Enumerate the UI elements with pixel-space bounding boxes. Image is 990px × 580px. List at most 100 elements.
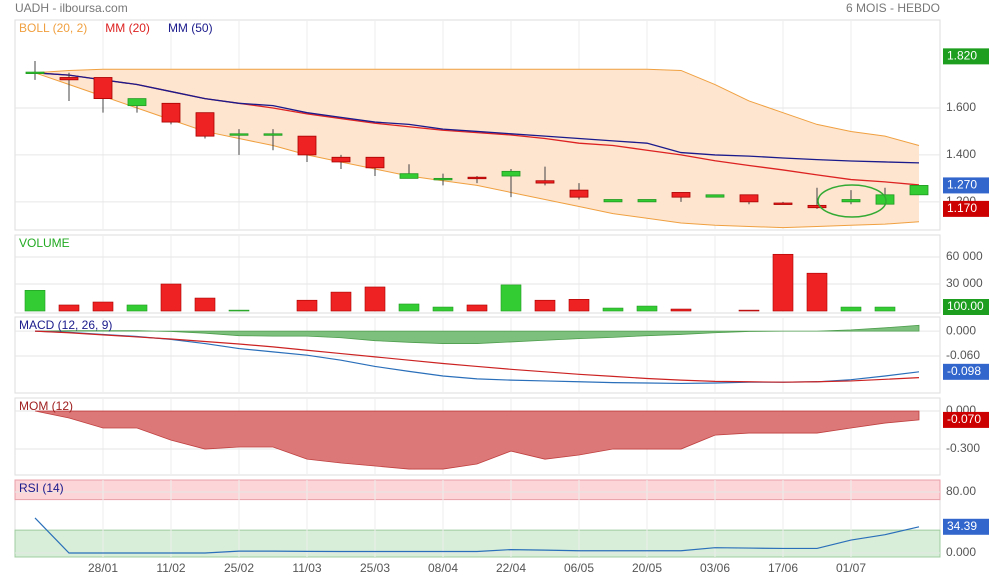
last-value-box <box>943 363 989 380</box>
last-value-label: 1.170 <box>947 201 977 215</box>
panel <box>14 316 941 394</box>
volume-bar <box>330 291 352 312</box>
last-value-label: -0.070 <box>947 412 981 426</box>
legend-label: MACD (12, 26, 9) <box>19 318 112 332</box>
candle-body <box>773 202 793 205</box>
volume-bar <box>874 306 896 312</box>
panel <box>14 234 941 314</box>
volume-bar <box>364 286 386 312</box>
bollinger-band <box>35 69 919 228</box>
volume-bar <box>772 253 794 312</box>
candle-body <box>535 180 555 184</box>
candle-body <box>807 204 827 209</box>
x-tick-label: 25/03 <box>360 561 390 575</box>
last-value-box <box>943 518 989 535</box>
volume-bar <box>534 299 556 312</box>
legend-label: MOM (12) <box>19 399 73 413</box>
volume-bar <box>738 309 760 312</box>
candle-body <box>25 71 45 74</box>
last-value-label: 1.820 <box>947 49 977 63</box>
volume-bar <box>398 303 420 312</box>
y-tick-label: 1.600 <box>946 100 976 114</box>
x-tick-label: 06/05 <box>564 561 594 575</box>
y-tick-label: 0.000 <box>946 323 976 337</box>
last-value-label: 100.00 <box>947 299 984 313</box>
volume-bar <box>194 297 216 312</box>
volume-bar <box>568 299 590 312</box>
candle-body <box>365 156 385 169</box>
candle-body <box>161 102 181 123</box>
volume-bar <box>670 308 692 312</box>
y-tick-label: 1.400 <box>946 147 976 161</box>
candle-body <box>263 133 283 136</box>
volume-bar <box>602 307 624 312</box>
x-tick-label: 11/03 <box>292 561 321 575</box>
candle-body <box>195 112 215 137</box>
volume-bar <box>432 306 454 312</box>
area <box>34 324 920 344</box>
overbought-band <box>14 479 941 501</box>
header-left: UADH - ilboursa.com <box>15 1 128 15</box>
volume-bar <box>500 284 522 312</box>
x-tick-label: 01/07 <box>836 561 866 575</box>
y-tick-label: -0.060 <box>946 348 980 362</box>
candle-body <box>297 135 317 156</box>
candle-body <box>705 194 725 198</box>
last-value-box <box>943 177 989 194</box>
highlight-circle <box>817 184 887 218</box>
volume-bar <box>92 301 114 312</box>
legend-label: BOLL (20, 2) <box>19 21 87 35</box>
legend-label: RSI (14) <box>19 481 64 495</box>
x-tick-label: 08/04 <box>428 561 458 575</box>
x-tick-label: 28/01 <box>88 561 118 575</box>
candle-body <box>841 199 861 203</box>
candle-body <box>127 98 147 107</box>
header-right: 6 MOIS - HEBDO <box>846 1 940 15</box>
candle-body <box>637 199 657 203</box>
y-tick-label: 0.000 <box>946 545 976 559</box>
x-tick-label: 03/06 <box>700 561 730 575</box>
volume-bar <box>24 290 46 312</box>
volume-bar <box>228 309 250 312</box>
candle-body <box>501 170 521 177</box>
last-value-label: -0.098 <box>947 364 981 378</box>
legend-label: VOLUME <box>19 236 70 250</box>
x-tick-label: 11/02 <box>156 561 185 575</box>
candle-body <box>467 176 487 180</box>
last-value-box <box>943 48 989 65</box>
y-tick-label: -0.300 <box>946 441 980 455</box>
candle-body <box>603 199 623 203</box>
bollinger-lower <box>34 72 920 229</box>
candle-body <box>671 192 691 198</box>
x-tick-label: 22/04 <box>496 561 526 575</box>
x-tick-label: 25/02 <box>224 561 254 575</box>
candle-body <box>399 173 419 179</box>
moving-average <box>34 72 920 164</box>
legend-label: MM (50) <box>168 21 213 35</box>
candle-body <box>739 194 759 203</box>
candle-body <box>93 77 113 100</box>
y-tick-label: 60 000 <box>946 249 983 263</box>
candle-body <box>433 177 453 181</box>
line <box>34 330 920 383</box>
x-tick-label: 17/06 <box>768 561 798 575</box>
volume-bar <box>806 272 828 312</box>
volume-bar <box>296 299 318 312</box>
volume-bar <box>160 283 182 312</box>
volume-bar <box>840 306 862 312</box>
volume-bar <box>636 305 658 312</box>
candle-body <box>331 156 351 163</box>
candle-body <box>59 77 79 81</box>
last-value-label: 1.270 <box>947 178 977 192</box>
y-tick-label: 30 000 <box>946 276 983 290</box>
line <box>34 517 920 554</box>
candle-body <box>909 185 929 196</box>
candle-body <box>229 133 249 136</box>
volume-bar <box>58 304 80 312</box>
last-value-label: 34.39 <box>947 519 977 533</box>
bollinger-upper <box>34 68 920 147</box>
y-tick-label: 80.00 <box>946 484 976 498</box>
legend-label: MM (20) <box>105 21 150 35</box>
area <box>34 410 920 470</box>
